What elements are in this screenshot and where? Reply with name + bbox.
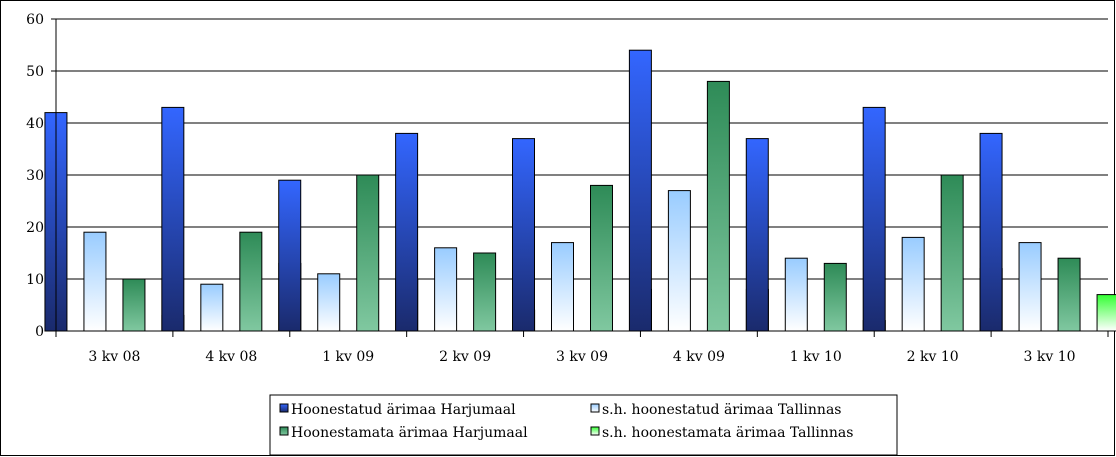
legend-swatch-2 [590,403,600,413]
bar-3-5 [590,184,613,332]
bar-3-1 [122,278,146,332]
x-tick-label: 1 kv 10 [790,349,842,365]
bar-2-9 [1018,242,1042,332]
bar-1-4 [395,132,419,332]
bar-1-3 [278,179,302,332]
bar-3-9 [1057,257,1081,332]
bar-2-3 [317,273,341,332]
y-tick-label: 60 [26,12,44,28]
bar-1-8 [862,106,886,332]
bar-3-7 [823,262,847,332]
bar-2-2 [200,283,224,332]
x-tick-label: 2 kv 10 [907,349,959,365]
bar-2-5 [551,242,574,332]
bar-4-9 [1096,294,1116,332]
bar-2-4 [434,247,458,332]
bar-2-7 [784,257,808,332]
bar-2-1 [83,231,107,332]
bar-1-6 [628,49,652,332]
bar-3-6 [706,80,730,332]
legend-swatch-3 [279,426,289,436]
bar-3-8 [940,174,964,332]
bar-3-4 [473,252,497,332]
bar-2-8 [901,236,925,332]
tick-labels: 0 10 20 30 40 50 60 3 kv 08 4 kv 08 1 kv 09 2 kv 0… [26,12,1075,365]
bar-1-7 [745,138,769,332]
x-tick-label: 3 kv 09 [556,349,608,365]
bar-1-2 [161,106,185,332]
y-tick-label: 30 [26,168,44,184]
axes [55,19,1108,337]
bars [44,49,1116,332]
x-tick-label: 2 kv 09 [439,349,491,365]
legend-swatch-4 [590,426,600,436]
legend-label-2: s.h. hoonestatud ärimaa Tallinnas [602,402,841,418]
x-tick-label: 4 kv 08 [205,349,257,365]
bar-3-3 [356,174,380,332]
x-tick-label: 3 kv 10 [1024,349,1076,365]
bar-2-6 [667,190,691,332]
y-tick-label: 40 [26,116,44,132]
gridlines [51,18,1109,337]
y-tick-label: 20 [26,220,44,236]
x-tick-label: 3 kv 08 [88,349,140,365]
bar-1-9 [979,132,1003,332]
legend: Hoonestatud ärimaa Harjumaal s.h. hoonest… [269,394,898,456]
bar-3-2 [239,231,263,332]
legend-label-3: Hoonestamata ärimaa Harjumaal [291,425,528,441]
legend-swatch-1 [279,403,289,413]
legend-box [269,394,898,456]
y-tick-label: 50 [26,64,44,80]
x-tick-label: 1 kv 09 [322,349,374,365]
legend-label-4: s.h. hoonestamata ärimaa Tallinnas [602,425,853,441]
legend-label-1: Hoonestatud ärimaa Harjumaal [291,402,516,418]
bar-1-5 [512,138,535,332]
x-tick-label: 4 kv 09 [673,349,725,365]
y-tick-label: 0 [35,324,44,340]
y-tick-label: 10 [26,272,44,288]
